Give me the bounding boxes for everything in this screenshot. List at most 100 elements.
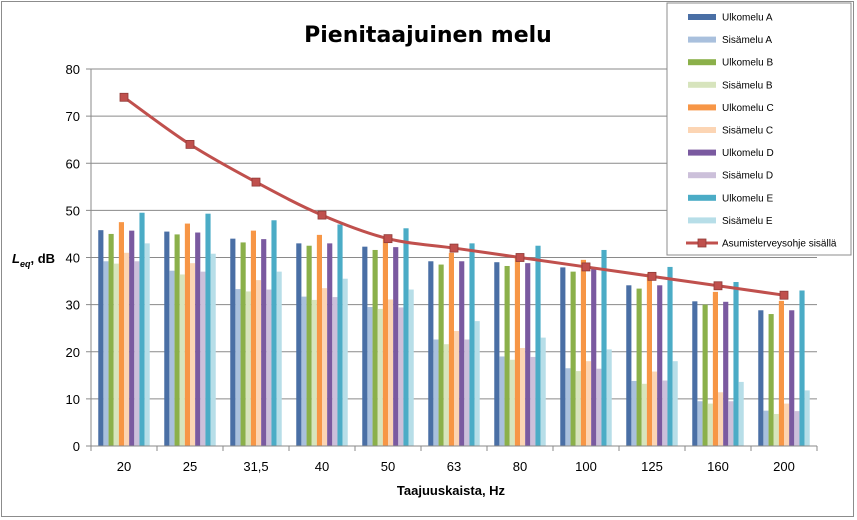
legend-label: Asumisterveysohje sisällä: [722, 239, 837, 250]
legend-swatch: [688, 127, 716, 133]
bar: [570, 271, 576, 446]
bar: [657, 285, 663, 446]
bar: [316, 234, 322, 446]
bar: [601, 249, 607, 446]
bar: [108, 233, 114, 446]
y-axis-label-sub: eq: [20, 259, 31, 269]
bar: [266, 289, 272, 446]
bar: [794, 411, 800, 446]
bar: [174, 234, 180, 446]
bar: [164, 231, 170, 446]
axes: 0 10 20 30 40 50 60 70 80 20 25 31,5 40 50 63 80 100 125 1…: [66, 62, 818, 474]
legend-label: Ulkomelu B: [722, 58, 773, 69]
x-tick-label: 160: [707, 459, 729, 474]
bar: [129, 230, 135, 446]
line-point: [383, 234, 393, 244]
legend-label: Sisämelu E: [722, 216, 773, 227]
bar: [144, 243, 150, 446]
bar: [337, 224, 343, 446]
y-tick-label: 20: [66, 345, 80, 360]
bar: [205, 213, 211, 446]
bar: [784, 403, 790, 446]
bar: [372, 249, 378, 446]
bar: [393, 247, 399, 446]
legend-label: Ulkomelu D: [722, 148, 774, 159]
bar: [113, 263, 119, 446]
bar: [261, 239, 267, 446]
legend-swatch: [688, 59, 716, 66]
bar: [520, 347, 526, 446]
bar: [733, 282, 739, 446]
bar: [560, 267, 566, 446]
line-point: [713, 281, 723, 291]
bar: [474, 321, 480, 446]
bar: [758, 310, 764, 446]
legend-swatch: [688, 172, 716, 179]
bar: [306, 245, 312, 446]
bar: [195, 232, 201, 446]
bar: [596, 368, 602, 446]
bar: [235, 289, 241, 446]
bar: [398, 307, 404, 446]
bar: [103, 261, 109, 446]
bar: [139, 212, 145, 446]
legend-swatch: [688, 149, 716, 156]
bar: [362, 246, 368, 446]
bar: [134, 261, 140, 446]
y-tick-label: 70: [66, 109, 80, 124]
bar: [636, 288, 642, 446]
bar: [723, 301, 729, 446]
x-tick-label: 40: [315, 459, 329, 474]
bar: [250, 230, 256, 446]
y-axis-label-main: L: [12, 251, 20, 266]
legend-label: Sisämelu A: [722, 35, 772, 46]
bar: [697, 401, 703, 446]
legend-label: Ulkomelu C: [722, 103, 774, 114]
bar: [296, 243, 302, 446]
bar: [672, 361, 678, 446]
bar: [499, 356, 505, 446]
bar: [367, 306, 373, 446]
y-tick-label: 10: [66, 392, 80, 407]
line-point: [515, 253, 525, 262]
bar: [494, 262, 500, 446]
bar: [464, 339, 470, 446]
x-tick-label: 20: [117, 459, 131, 474]
bar: [433, 339, 439, 446]
line-point: [251, 177, 261, 187]
bar: [438, 264, 444, 446]
bar: [276, 271, 282, 446]
x-tick-label: 63: [447, 459, 461, 474]
line-point: [779, 290, 789, 300]
bar: [707, 403, 713, 446]
legend-label: Sisämelu C: [722, 126, 773, 137]
bar: [124, 252, 130, 446]
legend-swatch: [688, 14, 716, 20]
bar: [327, 243, 333, 446]
bar: [565, 368, 571, 446]
bar: [98, 230, 104, 446]
y-tick-label: 40: [66, 251, 80, 266]
y-tick-label: 60: [66, 156, 80, 171]
bar: [454, 331, 460, 446]
bar: [712, 291, 718, 446]
bar: [240, 242, 246, 446]
bar: [408, 289, 414, 446]
bar: [631, 380, 637, 446]
bar: [448, 252, 454, 446]
bar: [525, 263, 531, 446]
bar: [789, 310, 795, 446]
x-tick-label: 100: [575, 459, 597, 474]
y-tick-label: 30: [66, 298, 80, 313]
bar: [342, 278, 348, 446]
bar: [591, 267, 597, 446]
bar: [738, 381, 744, 446]
legend-swatch: [688, 194, 716, 201]
bar: [403, 228, 409, 446]
line-point: [449, 243, 459, 253]
legend-swatch: [688, 81, 716, 88]
line-point: [185, 139, 195, 149]
bar: [332, 297, 338, 446]
bar: [692, 301, 698, 446]
